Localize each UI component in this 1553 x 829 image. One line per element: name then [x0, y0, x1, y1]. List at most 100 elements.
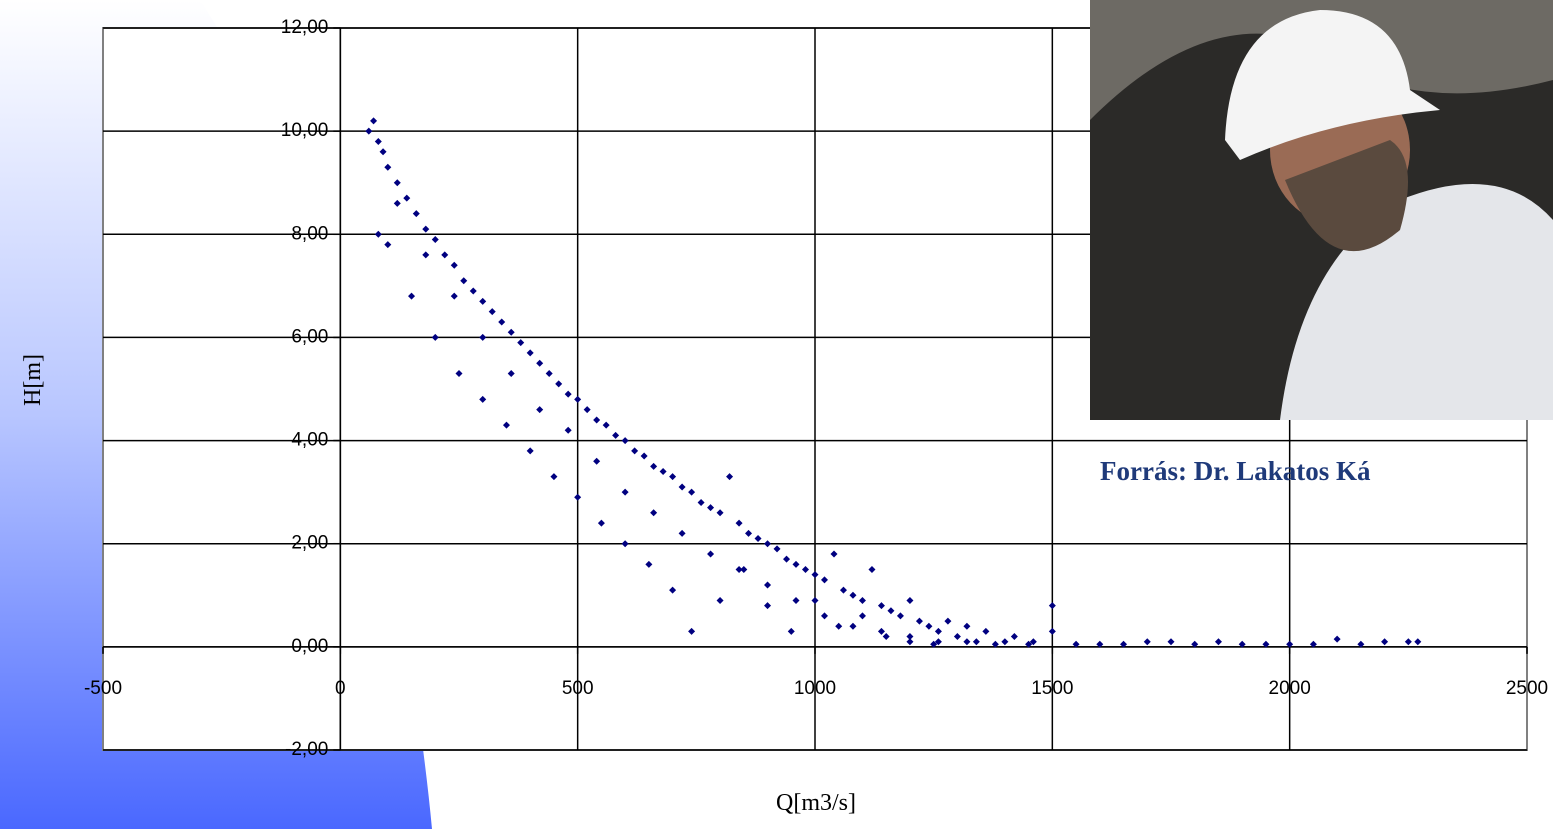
point	[764, 602, 772, 610]
x-tick-label: 2000	[1269, 678, 1311, 699]
point	[526, 447, 534, 455]
point	[1096, 640, 1104, 648]
point	[1010, 633, 1018, 641]
point	[479, 297, 487, 305]
point	[925, 622, 933, 630]
point	[1357, 640, 1365, 648]
y-tick-label: 12,00	[281, 17, 329, 38]
point	[678, 483, 686, 491]
point	[835, 622, 843, 630]
point	[726, 473, 734, 481]
point	[583, 406, 591, 414]
point	[593, 457, 601, 465]
point	[991, 640, 999, 648]
point	[1120, 640, 1128, 648]
point	[479, 333, 487, 341]
point	[422, 251, 430, 259]
point	[550, 473, 558, 481]
point	[640, 452, 648, 460]
point	[858, 596, 866, 604]
point	[716, 596, 724, 604]
point	[408, 292, 416, 300]
point	[716, 509, 724, 517]
point	[982, 627, 990, 635]
point	[740, 566, 748, 573]
point	[621, 488, 629, 496]
point	[735, 519, 743, 527]
point	[498, 318, 506, 326]
point	[1191, 640, 1199, 648]
point	[944, 617, 952, 625]
point	[1001, 638, 1009, 646]
point	[811, 571, 819, 579]
point	[374, 230, 382, 238]
point	[934, 627, 942, 635]
point	[754, 535, 762, 543]
point	[820, 612, 828, 620]
point	[455, 370, 463, 378]
point	[1025, 640, 1033, 648]
point	[612, 431, 620, 439]
point	[1029, 638, 1037, 646]
point	[460, 277, 468, 285]
point	[1238, 640, 1246, 648]
point	[1414, 638, 1422, 646]
point	[621, 540, 629, 548]
point	[830, 550, 838, 558]
point	[858, 612, 866, 620]
point	[384, 241, 392, 249]
point	[564, 426, 572, 434]
point	[811, 596, 819, 604]
point	[953, 633, 961, 641]
point	[1333, 635, 1341, 643]
point	[877, 627, 885, 635]
y-tick-label: -2,00	[285, 739, 328, 760]
point	[507, 328, 515, 336]
point	[469, 287, 477, 295]
point	[1404, 638, 1412, 646]
point	[379, 148, 387, 156]
point	[621, 437, 629, 445]
point	[882, 633, 890, 641]
point	[422, 225, 430, 233]
point	[488, 308, 496, 316]
point	[764, 581, 772, 589]
point	[374, 137, 382, 145]
y-tick-label: 10,00	[281, 120, 329, 141]
point	[536, 359, 544, 367]
point	[906, 596, 914, 604]
point	[365, 127, 373, 135]
source-note: Forrás: Dr. Lakatos Ká	[1100, 456, 1371, 486]
point	[697, 498, 705, 506]
point	[517, 339, 525, 347]
point	[707, 504, 715, 512]
point	[536, 406, 544, 414]
point	[934, 638, 942, 646]
point	[963, 622, 971, 630]
point	[792, 560, 800, 568]
point	[545, 370, 553, 378]
point	[412, 210, 420, 218]
point	[849, 591, 857, 599]
point	[707, 550, 715, 558]
point	[1072, 640, 1080, 648]
point	[502, 421, 510, 429]
point	[764, 540, 772, 548]
point	[393, 199, 401, 207]
points	[365, 117, 1422, 648]
point	[1214, 638, 1222, 646]
point	[669, 473, 677, 481]
point	[1309, 640, 1317, 648]
photo	[1090, 0, 1553, 420]
point	[1048, 627, 1056, 635]
point	[930, 640, 938, 648]
point	[631, 447, 639, 455]
point	[963, 638, 971, 646]
point	[735, 566, 743, 573]
point	[431, 333, 439, 341]
point	[597, 519, 605, 527]
point	[773, 545, 781, 553]
point	[507, 370, 515, 378]
point	[1143, 638, 1151, 646]
x-tick-label: 500	[562, 678, 594, 699]
